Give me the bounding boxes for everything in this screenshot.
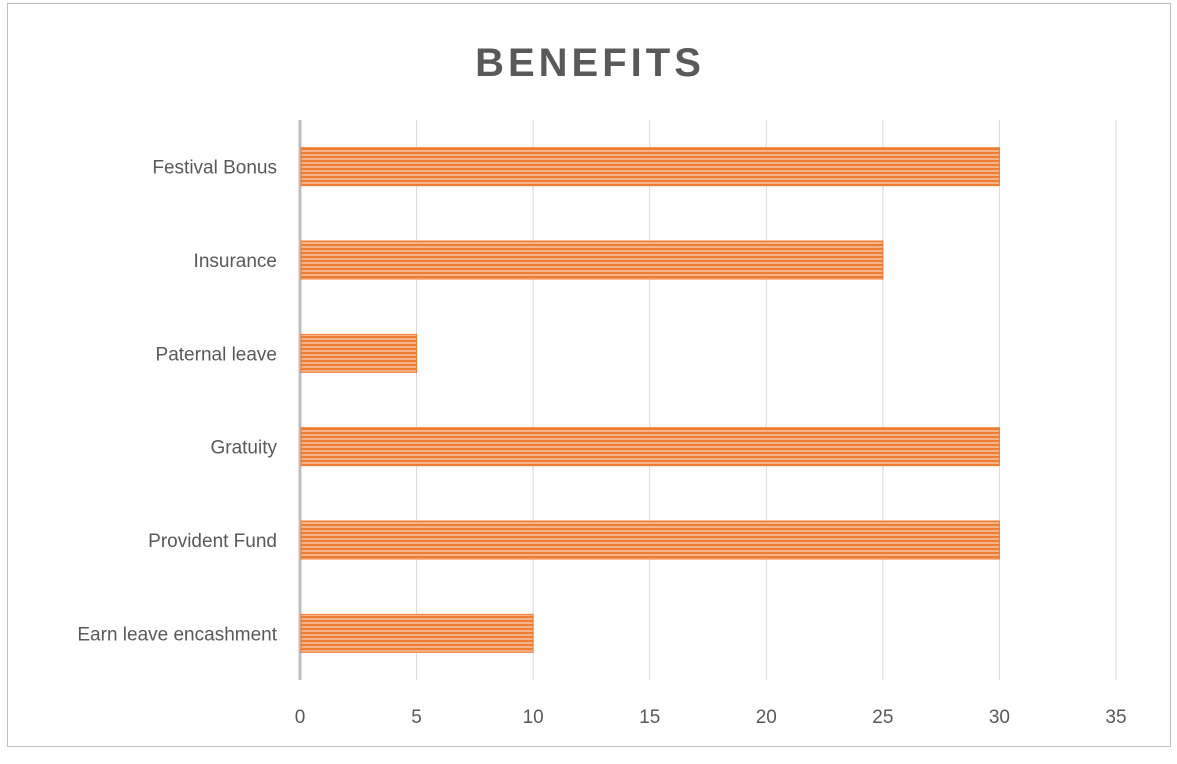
category-label: Provident Fund <box>148 531 277 552</box>
bar <box>300 613 534 653</box>
chart-title: BENEFITS <box>475 41 705 85</box>
x-tick-label: 10 <box>523 707 544 728</box>
x-tick-label: 20 <box>756 707 777 728</box>
bar <box>300 147 1000 187</box>
category-label: Festival Bonus <box>152 158 277 179</box>
x-tick-label: 15 <box>639 707 660 728</box>
chart-frame <box>7 3 1171 747</box>
bar <box>300 427 1000 467</box>
category-label: Insurance <box>194 251 277 272</box>
bar <box>300 240 884 280</box>
category-label: Earn leave encashment <box>77 624 277 645</box>
x-tick-label: 35 <box>1105 707 1126 728</box>
x-tick-label: 25 <box>872 707 893 728</box>
category-label: Gratuity <box>210 438 277 459</box>
x-tick-label: 30 <box>989 707 1010 728</box>
bar <box>300 333 418 373</box>
x-tick-label: 0 <box>295 707 306 728</box>
bar <box>300 520 1000 560</box>
category-label: Paternal leave <box>156 344 277 365</box>
x-tick-label: 5 <box>411 707 422 728</box>
